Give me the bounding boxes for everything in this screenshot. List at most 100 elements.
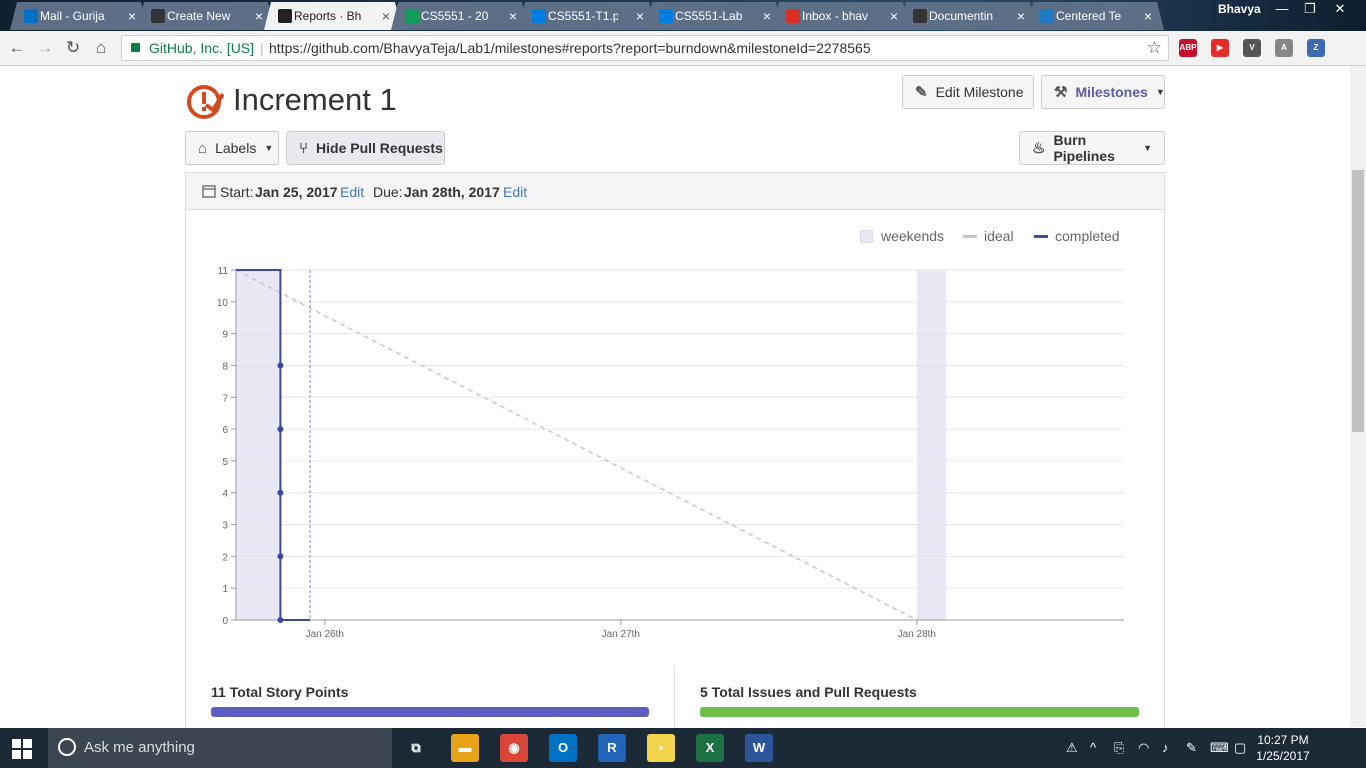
chevron-down-icon: ▼ — [1155, 87, 1165, 97]
tab-title: CS5551 - 20 — [421, 9, 489, 23]
y-tick-label: 0 — [222, 616, 228, 627]
minimize-button[interactable]: — — [1275, 1, 1289, 16]
tray-icon[interactable]: ◠ — [1138, 740, 1150, 755]
bookmark-star-icon[interactable]: ☆ — [1146, 38, 1162, 57]
tab-close-icon[interactable]: × — [762, 8, 771, 24]
back-button[interactable]: ← — [8, 38, 26, 57]
tab-close-icon[interactable]: × — [889, 8, 898, 24]
browser-tab[interactable]: CS5551 - 20 × — [391, 2, 529, 30]
cortana-icon — [58, 738, 76, 756]
taskbar-app-icon[interactable]: ◉ — [500, 734, 528, 762]
tab-favicon-icon — [913, 9, 927, 23]
taskbar-app-icon[interactable]: R — [598, 734, 626, 762]
extension-icon[interactable]: ABP — [1179, 39, 1197, 57]
tab-title: Documentin — [929, 9, 994, 23]
lock-icon — [131, 43, 140, 52]
edit-due-link[interactable]: Edit — [503, 184, 528, 200]
site-identity[interactable]: GitHub, Inc. [US] — [149, 40, 255, 56]
profile-name[interactable]: Bhavya — [1218, 2, 1261, 16]
browser-tab-bar: Mail - Gurija × Create New × Reports · Bh × CS… — [0, 0, 1366, 31]
edit-milestone-button[interactable]: ✎ Edit Milestone — [902, 75, 1034, 109]
tray-icon[interactable]: ♪ — [1162, 740, 1169, 755]
tab-close-icon[interactable]: × — [254, 8, 263, 24]
close-window-button[interactable]: ✕ — [1334, 1, 1346, 16]
tab-close-icon[interactable]: × — [508, 8, 517, 24]
tab-close-icon[interactable]: × — [635, 8, 644, 24]
browser-tab[interactable]: Documentin × — [899, 2, 1037, 30]
browser-tab[interactable]: Create New × — [137, 2, 275, 30]
burn-pipelines-label: Burn Pipelines — [1053, 132, 1115, 164]
browser-tab[interactable]: CS5551-Lab × — [645, 2, 783, 30]
taskbar-app-icon[interactable]: ▪ — [647, 734, 675, 762]
tray-icon[interactable]: ^ — [1090, 740, 1097, 755]
milestones-dropdown[interactable]: ⚒ Milestones ▼ — [1041, 75, 1165, 109]
y-tick-label: 9 — [222, 330, 228, 341]
start-label: Start: — [220, 184, 254, 200]
weekend-shade — [916, 270, 947, 620]
tray-icon[interactable]: ▢ — [1234, 740, 1247, 755]
burndown-chart: 0 1 2 3 4 5 6 7 8 9 10 11 Jan 26th Jan 27th Jan 28th — [217, 266, 1124, 640]
browser-tab[interactable]: Inbox - bhav × — [772, 2, 910, 30]
tab-title: CS5551-Lab — [675, 9, 743, 23]
tab-favicon-icon — [24, 9, 38, 23]
flame-icon: ♨ — [1032, 140, 1046, 157]
x-tick-label: Jan 28th — [898, 629, 936, 640]
edit-start-link[interactable]: Edit — [340, 184, 365, 200]
y-tick-label: 2 — [222, 552, 228, 563]
taskbar-clock[interactable]: 10:27 PM 1/25/2017 — [1250, 732, 1316, 764]
edit-milestone-label: Edit Milestone — [935, 84, 1024, 100]
total-story-points: 11 Total Story Points — [211, 684, 349, 700]
home-button[interactable]: ⌂ — [95, 38, 107, 57]
y-tick-label: 3 — [222, 521, 228, 532]
y-tick-label: 8 — [222, 361, 228, 372]
reload-button[interactable]: ↻ — [65, 38, 81, 57]
tab-favicon-icon — [405, 9, 419, 23]
extension-icon[interactable]: ▶ — [1211, 39, 1229, 57]
legend-ideal: ideal — [984, 228, 1014, 244]
tab-favicon-icon — [151, 9, 165, 23]
restore-button[interactable]: ❐ — [1304, 1, 1316, 16]
tab-close-icon[interactable]: × — [1143, 8, 1152, 24]
tray-icon[interactable]: ⌨ — [1210, 740, 1229, 755]
extension-icon[interactable]: Z — [1307, 39, 1325, 57]
extension-icon[interactable]: A — [1275, 39, 1293, 57]
url-text[interactable]: https://github.com/BhavyaTeja/Lab1/miles… — [269, 40, 871, 56]
total-issues: 5 Total Issues and Pull Requests — [700, 684, 917, 700]
scrollbar-thumb[interactable] — [1352, 170, 1364, 432]
tray-icon[interactable]: ⚠ — [1066, 740, 1078, 755]
search-placeholder: Ask me anything — [84, 739, 195, 756]
taskbar-app-icon[interactable]: O — [549, 734, 577, 762]
labels-dropdown[interactable]: ⌂ Labels ▼ — [185, 131, 279, 165]
hide-pull-requests-button[interactable]: ⑂ Hide Pull Requests — [286, 131, 445, 165]
tab-title: CS5551-T1.p — [548, 9, 618, 23]
tab-close-icon[interactable]: × — [127, 8, 136, 24]
tray-icon[interactable]: ✎ — [1186, 740, 1197, 755]
page-scrollbar[interactable] — [1350, 66, 1366, 727]
browser-tab[interactable]: Centered Te × — [1026, 2, 1164, 30]
burn-pipelines-dropdown[interactable]: ♨ Burn Pipelines ▼ — [1019, 131, 1165, 165]
tab-close-icon[interactable]: × — [381, 8, 390, 24]
y-tick-label: 5 — [222, 457, 228, 468]
windows-start-icon[interactable] — [12, 739, 32, 759]
taskbar-app-icon[interactable]: ▬ — [451, 734, 479, 762]
browser-tab[interactable]: Reports · Bh × — [264, 2, 402, 30]
taskbar-app-icon[interactable]: ⧉ — [402, 734, 430, 762]
tag-icon: ⌂ — [198, 139, 208, 157]
browser-tab[interactable]: CS5551-T1.p × — [518, 2, 656, 30]
forward-button[interactable]: → — [36, 38, 54, 57]
completed-data-point — [277, 426, 284, 433]
weekends-swatch — [860, 230, 873, 243]
tray-icon[interactable]: ⎘ — [1114, 740, 1125, 755]
taskbar-app-icon[interactable]: X — [696, 734, 724, 762]
taskbar-app-icon[interactable]: W — [745, 734, 773, 762]
completed-data-point — [277, 489, 284, 496]
tab-close-icon[interactable]: × — [1016, 8, 1025, 24]
page-title: Increment 1 — [233, 82, 397, 117]
cortana-search-box[interactable]: Ask me anything — [48, 728, 392, 768]
extension-icon[interactable]: V — [1243, 39, 1261, 57]
issues-bar — [700, 707, 1139, 717]
windows-taskbar: Ask me anything ⧉ ▬ ◉ O R ▪ X W ⚠ ^ ⎘ ◠ ♪ ✎ ⌨ ▢ 10:27 … — [0, 728, 1366, 768]
address-bar[interactable]: GitHub, Inc. [US] | https://github.com/B… — [121, 35, 1169, 61]
browser-tab[interactable]: Mail - Gurija × — [10, 2, 148, 30]
ideal-swatch — [963, 235, 977, 238]
